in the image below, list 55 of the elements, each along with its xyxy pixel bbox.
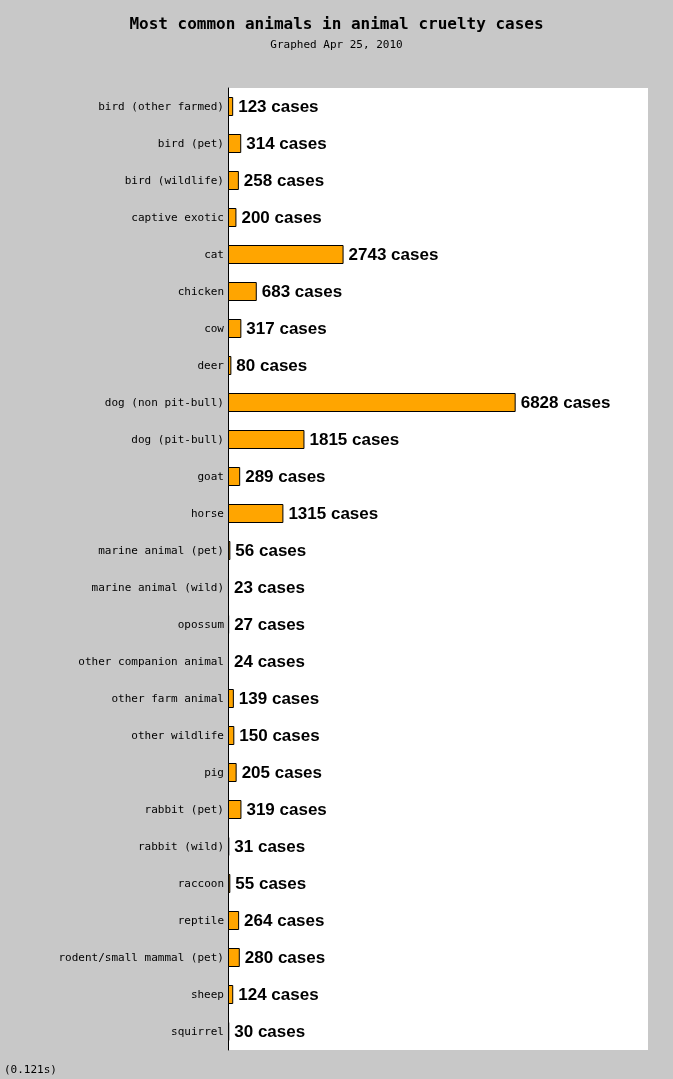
y-tick-label: captive exotic [131, 211, 224, 224]
data-label: 205 cases [241, 763, 323, 782]
data-label: 150 cases [239, 726, 320, 745]
y-tick-label: dog (pit-bull) [131, 433, 224, 446]
data-label: 200 cases [241, 208, 322, 227]
y-tick-label: marine animal (pet) [98, 544, 224, 557]
data-label: 139 cases [238, 689, 320, 708]
y-tick-label: rabbit (wild) [137, 840, 224, 853]
y-tick-label: dog (non pit-bull) [104, 396, 224, 409]
data-label: 80 cases [236, 356, 308, 375]
y-tick-label: pig [204, 766, 224, 779]
data-label: 123 cases [238, 97, 319, 116]
y-tick-label: cow [204, 322, 225, 335]
y-tick-label: squirrel [171, 1025, 224, 1038]
data-label: 1315 cases [288, 504, 379, 523]
data-label: 258 cases [243, 171, 325, 190]
data-label: 683 cases [261, 282, 343, 301]
data-label: 27 cases [234, 615, 306, 634]
y-tick-label: rodent/small mammal (pet) [58, 951, 224, 964]
data-label: 30 cases [234, 1022, 306, 1041]
data-label: 314 cases [246, 134, 327, 153]
data-label: 23 cases [233, 578, 305, 597]
data-label: 56 cases [235, 541, 307, 560]
data-label: 6828 cases [520, 393, 611, 412]
data-label: 319 cases [246, 800, 327, 819]
y-tick-label: marine animal (wild) [91, 581, 224, 594]
y-tick-label: reptile [177, 914, 224, 927]
y-tick-label: deer [197, 359, 225, 372]
data-label: 1815 cases [309, 430, 400, 449]
data-label: 317 cases [246, 319, 327, 338]
y-tick-label: opossum [177, 618, 225, 631]
y-tick-label: other companion animal [78, 655, 224, 668]
y-tick-label: goat [197, 470, 224, 483]
data-label: 289 cases [245, 467, 326, 486]
y-tick-label: bird (other farmed) [98, 100, 224, 113]
y-tick-label: sheep [190, 988, 224, 1001]
data-label: 264 cases [244, 911, 325, 930]
y-tick-label: rabbit (pet) [144, 803, 224, 816]
y-tick-label: bird (wildlife) [124, 174, 224, 187]
y-tick-label: raccoon [177, 877, 224, 890]
y-tick-label: cat [204, 248, 224, 261]
y-tick-label: other wildlife [131, 729, 224, 742]
y-tick-label: bird (pet) [157, 137, 224, 150]
data-label: 2743 cases [348, 245, 439, 264]
text: (0.121s) [4, 1063, 57, 1076]
data-label: 124 cases [238, 985, 319, 1004]
data-label: 31 cases [234, 837, 306, 856]
data-label: 24 cases [234, 652, 305, 671]
y-tick-label: other farm animal [111, 692, 224, 705]
chart-title: Most common animals in animal cruelty cases [129, 13, 544, 33]
y-tick-label: horse [190, 507, 224, 520]
data-label: 55 cases [235, 874, 307, 893]
chart-subtitle: Graphed Apr 25, 2010 [270, 38, 403, 51]
y-tick-label: chicken [177, 285, 224, 298]
data-label: 280 cases [244, 948, 326, 967]
